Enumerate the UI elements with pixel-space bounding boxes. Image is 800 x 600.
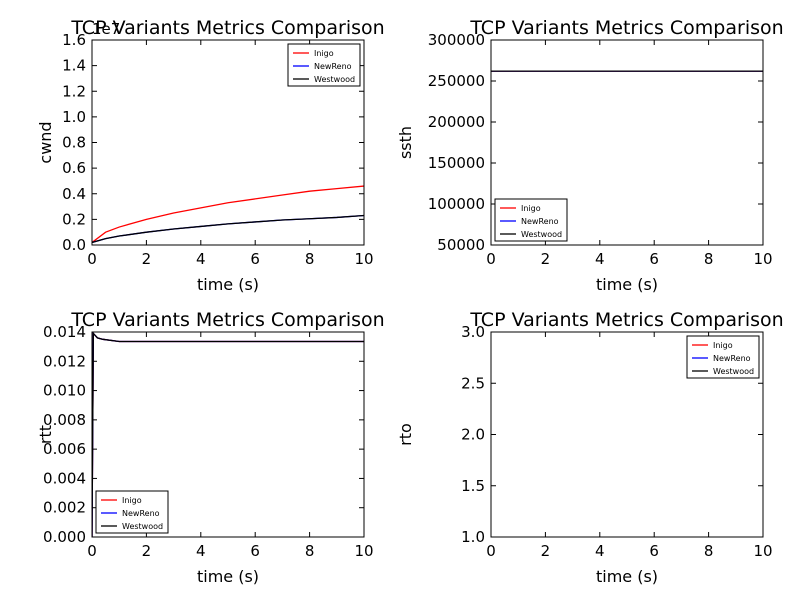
y-tick-label: 0.8 xyxy=(62,134,86,152)
y-axis-label: rtt xyxy=(36,425,55,444)
y-axis-label: rto xyxy=(396,423,415,446)
legend-label-newreno: NewReno xyxy=(122,509,160,518)
subplot-1: TCP Variants Metrics Comparison 0 2 4 6 8 10 0.… xyxy=(36,17,385,294)
y-tick-label: 300000 xyxy=(428,31,485,49)
y-tick-label: 0.004 xyxy=(43,469,86,487)
subplot-title: TCP Variants Metrics Comparison xyxy=(70,309,384,331)
y-tick-label: 150000 xyxy=(428,154,485,172)
subplot-4: TCP Variants Metrics Comparison 0 2 4 6 8 10 1.… xyxy=(396,309,784,586)
legend-label-inigo: Inigo xyxy=(521,204,541,213)
legend-label-inigo: Inigo xyxy=(122,496,142,505)
x-tick-label: 4 xyxy=(595,250,605,268)
series-line-inigo xyxy=(92,185,364,243)
x-tick-label: 4 xyxy=(196,542,206,560)
x-axis-label: time (s) xyxy=(596,275,658,294)
x-tick-label: 10 xyxy=(354,250,373,268)
subplot-title: TCP Variants Metrics Comparison xyxy=(70,17,384,39)
x-tick-label: 10 xyxy=(753,542,772,560)
legend: Inigo NewReno Westwood xyxy=(287,43,361,87)
x-tick-label: 6 xyxy=(250,542,260,560)
x-tick-label: 4 xyxy=(196,250,206,268)
y-tick-label: 2.5 xyxy=(461,374,485,392)
x-tick-label: 0 xyxy=(486,542,496,560)
y-tick-label: 0.012 xyxy=(43,352,86,370)
series-line-westwood xyxy=(92,214,364,244)
y-tick-label: 0.006 xyxy=(43,440,86,458)
legend-label-westwood: Westwood xyxy=(521,230,562,239)
y-tick-label: 0.000 xyxy=(43,528,86,546)
x-tick-label: 8 xyxy=(704,250,714,268)
y-axis-label: cwnd xyxy=(36,121,55,163)
y-tick-label: 200000 xyxy=(428,113,485,131)
y-tick-label: 0.2 xyxy=(62,210,86,228)
y-tick-label: 250000 xyxy=(428,72,485,90)
y-tick-label: 0.002 xyxy=(43,499,86,517)
axes-frame xyxy=(91,331,365,538)
y-tick-label: 1.4 xyxy=(62,57,86,75)
x-tick-label: 4 xyxy=(595,542,605,560)
x-tick-label: 2 xyxy=(142,250,152,268)
y-tick-label: 0.6 xyxy=(62,159,86,177)
x-tick-label: 0 xyxy=(87,250,97,268)
subplot-2: TCP Variants Metrics Comparison 0 2 4 6 8 10 50… xyxy=(396,17,784,294)
y-tick-label: 0.0 xyxy=(62,236,86,254)
x-axis-label: time (s) xyxy=(197,275,259,294)
series-group xyxy=(92,332,364,537)
legend-label-newreno: NewReno xyxy=(314,62,352,71)
subplot-3: TCP Variants Metrics Comparison 0 2 4 6 8 10 0.… xyxy=(36,309,385,586)
y-tick-label: 1.0 xyxy=(461,528,485,546)
x-tick-label: 10 xyxy=(753,250,772,268)
y-tick-label: 1.0 xyxy=(62,108,86,126)
x-tick-label: 0 xyxy=(87,542,97,560)
y-axis-label: ssth xyxy=(396,126,415,159)
x-tick-label: 2 xyxy=(142,542,152,560)
legend-label-westwood: Westwood xyxy=(314,75,355,84)
series-group xyxy=(92,185,364,244)
x-tick-label: 0 xyxy=(486,250,496,268)
y-tick-label: 50000 xyxy=(437,236,485,254)
legend: Inigo NewReno Westwood xyxy=(494,198,568,242)
x-tick-label: 6 xyxy=(649,250,659,268)
y-tick-label: 0.010 xyxy=(43,382,86,400)
x-tick-label: 2 xyxy=(541,542,551,560)
x-axis-label: time (s) xyxy=(596,567,658,586)
legend-label-westwood: Westwood xyxy=(122,522,163,531)
x-tick-label: 10 xyxy=(354,542,373,560)
y-tick-label: 1.2 xyxy=(62,82,86,100)
legend: Inigo NewReno Westwood xyxy=(95,490,169,534)
x-tick-label: 2 xyxy=(541,250,551,268)
series-line-westwood xyxy=(92,332,364,537)
x-axis-label: time (s) xyxy=(197,567,259,586)
legend-label-newreno: NewReno xyxy=(521,217,559,226)
axes-frame xyxy=(490,39,764,246)
y-tick-label: 0.014 xyxy=(43,323,86,341)
y-tick-label: 1.5 xyxy=(461,477,485,495)
legend-label-westwood: Westwood xyxy=(713,367,754,376)
y-tick-label: 2.0 xyxy=(461,426,485,444)
x-tick-label: 8 xyxy=(305,542,315,560)
y-tick-label: 1.6 xyxy=(62,31,86,49)
subplot-title: TCP Variants Metrics Comparison xyxy=(469,17,783,39)
y-tick-label: 0.008 xyxy=(43,411,86,429)
legend-label-inigo: Inigo xyxy=(314,49,334,58)
x-tick-label: 6 xyxy=(649,542,659,560)
subplot-title: TCP Variants Metrics Comparison xyxy=(469,309,783,331)
offset-text: 1e7 xyxy=(92,20,120,38)
legend-label-newreno: NewReno xyxy=(713,354,751,363)
y-tick-label: 100000 xyxy=(428,195,485,213)
y-tick-label: 3.0 xyxy=(461,323,485,341)
x-tick-label: 6 xyxy=(250,250,260,268)
legend: Inigo NewReno Westwood xyxy=(686,335,760,379)
y-tick-label: 0.4 xyxy=(62,185,86,203)
x-tick-label: 8 xyxy=(305,250,315,268)
legend-label-inigo: Inigo xyxy=(713,341,733,350)
x-tick-label: 8 xyxy=(704,542,714,560)
